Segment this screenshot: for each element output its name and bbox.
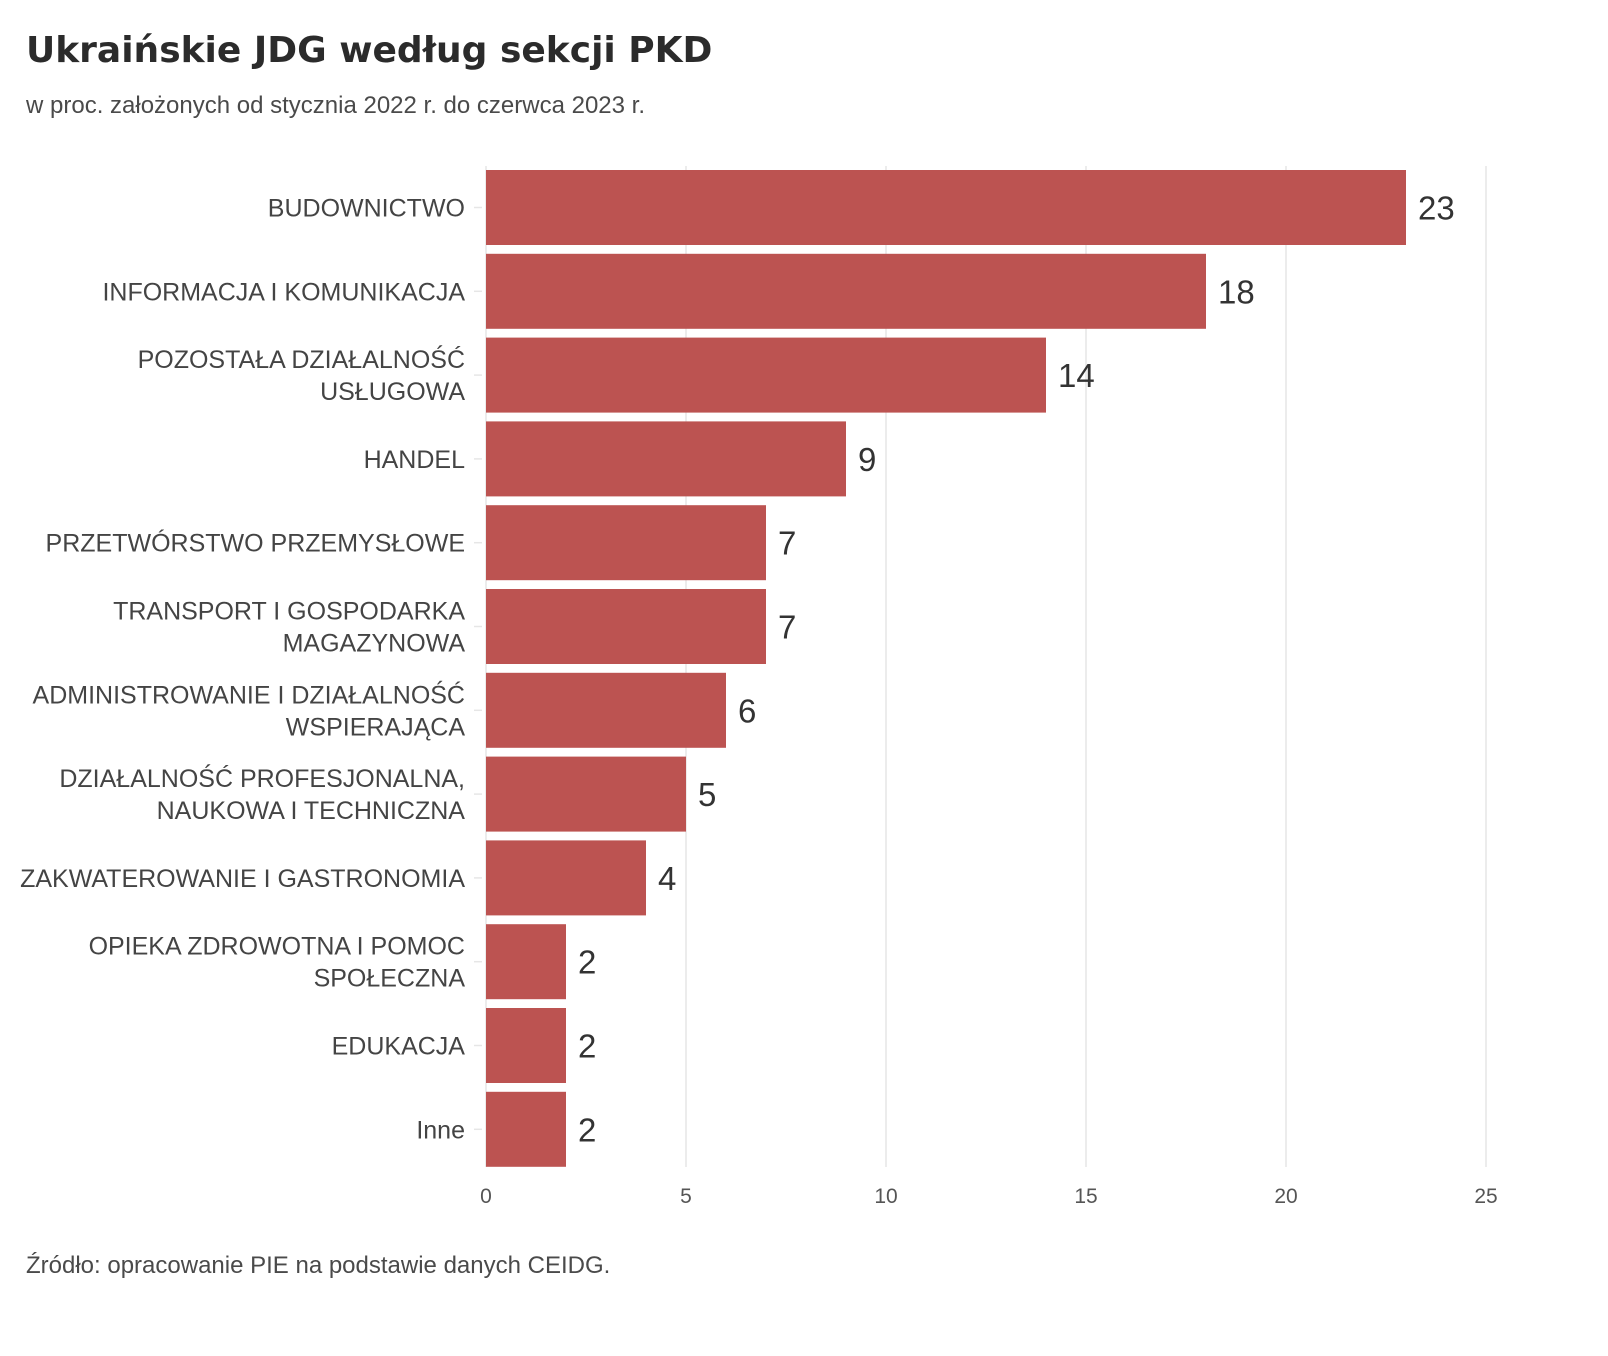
category-label: HANDEL [364, 446, 466, 474]
category-label: TRANSPORT I GOSPODARKA MAGAZYNOWA [113, 598, 465, 658]
bar-value-label: 5 [698, 776, 716, 813]
x-tick-label: 5 [680, 1185, 692, 1208]
category-label-line: TRANSPORT I GOSPODARKA [113, 598, 465, 626]
x-tick-label: 10 [874, 1185, 897, 1208]
category-label-line: BUDOWNICTWO [268, 195, 465, 223]
bar [486, 1008, 566, 1083]
bar-value-label: 7 [778, 525, 796, 562]
bar [486, 672, 726, 748]
bar-value-label: 4 [658, 860, 676, 897]
bar [486, 840, 646, 916]
bar [486, 253, 1206, 329]
x-tick-label: 20 [1274, 1185, 1297, 1208]
value-labels: 23 18 14 9 7 7 6 5 4 2 2 2 [578, 190, 1455, 1149]
category-label-line: POZOSTAŁA DZIAŁALNOŚĆ [138, 344, 465, 374]
bar [486, 756, 686, 832]
bar-value-label: 9 [858, 441, 876, 478]
category-label-line: HANDEL [364, 446, 466, 474]
chart-title: Ukraińskie JDG według sekcji PKD [26, 30, 713, 71]
bar [486, 1091, 566, 1167]
category-label: INFORMACJA I KOMUNIKACJA [102, 278, 465, 306]
category-label-line: ADMINISTROWANIE I DZIAŁALNOŚĆ [33, 679, 465, 709]
category-label-line: Inne [416, 1116, 465, 1144]
category-label: BUDOWNICTWO [268, 195, 465, 223]
source-note: Źródło: opracowanie PIE na podstawie dan… [26, 1252, 611, 1279]
category-label-line: NAUKOWA I TECHNICZNA [157, 797, 466, 825]
bar [486, 924, 566, 1000]
x-tick-label: 0 [480, 1185, 492, 1208]
x-axis-ticks: 0 5 10 15 20 25 [480, 1185, 1498, 1208]
category-label: POZOSTAŁA DZIAŁALNOŚĆ USŁUGOWA [138, 344, 466, 406]
category-label-line: OPIEKA ZDROWOTNA I POMOC [89, 933, 465, 961]
bar [486, 170, 1406, 245]
category-labels: BUDOWNICTWO INFORMACJA I KOMUNIKACJA POZOS… [20, 195, 465, 1145]
category-label: Inne [416, 1116, 465, 1144]
category-label-line: EDUKACJA [332, 1033, 466, 1061]
category-label: ADMINISTROWANIE I DZIAŁALNOŚĆ WSPIERAJĄCA [33, 679, 466, 741]
bar-value-label: 7 [778, 609, 796, 646]
bar [486, 505, 766, 581]
bar-value-label: 2 [578, 1111, 596, 1148]
bar [486, 421, 846, 497]
bar-value-label: 2 [578, 1028, 596, 1065]
category-label-line: ZAKWATEROWANIE I GASTRONOMIA [20, 865, 465, 893]
category-label: ZAKWATEROWANIE I GASTRONOMIA [20, 865, 465, 893]
bars [486, 170, 1406, 1167]
category-label-line: PRZETWÓRSTWO PRZEMYSŁOWE [46, 529, 465, 558]
category-label: EDUKACJA [332, 1033, 466, 1061]
bar [486, 589, 766, 664]
category-label-line: WSPIERAJĄCA [286, 713, 466, 741]
bar-value-label: 2 [578, 944, 596, 981]
category-label: PRZETWÓRSTWO PRZEMYSŁOWE [46, 529, 465, 558]
x-tick-label: 25 [1474, 1185, 1497, 1208]
category-label-line: MAGAZYNOWA [283, 630, 466, 658]
chart-subtitle: w proc. założonych od stycznia 2022 r. d… [26, 92, 645, 119]
bar [486, 337, 1046, 413]
category-label: DZIAŁALNOŚĆ PROFESJONALNA, NAUKOWA I TECH… [59, 763, 465, 825]
category-label-line: INFORMACJA I KOMUNIKACJA [102, 278, 465, 306]
gridlines [474, 166, 1487, 1167]
bar-value-label: 23 [1418, 190, 1455, 227]
category-label-line: USŁUGOWA [320, 378, 465, 406]
category-label-line: DZIAŁALNOŚĆ PROFESJONALNA, [59, 763, 465, 793]
bar-value-label: 14 [1058, 357, 1095, 394]
category-label-line: SPOŁECZNA [314, 965, 466, 993]
bar-value-label: 6 [738, 692, 756, 729]
category-label: OPIEKA ZDROWOTNA I POMOC SPOŁECZNA [89, 933, 466, 993]
x-tick-label: 15 [1074, 1185, 1097, 1208]
bar-value-label: 18 [1218, 273, 1255, 310]
